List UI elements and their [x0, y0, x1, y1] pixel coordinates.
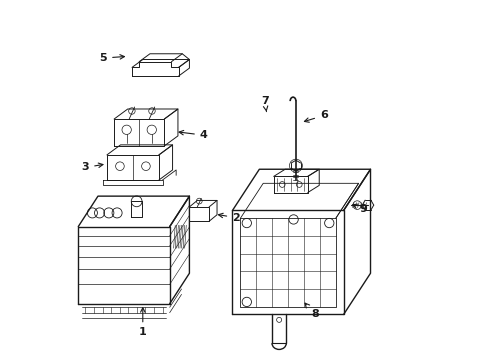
Text: 5: 5 — [99, 53, 124, 63]
Text: 4: 4 — [179, 130, 208, 140]
Text: 2: 2 — [219, 213, 240, 222]
Text: 3: 3 — [82, 162, 103, 172]
Text: 1: 1 — [139, 308, 147, 337]
Text: 7: 7 — [261, 96, 269, 112]
Text: 9: 9 — [353, 204, 368, 214]
Text: 6: 6 — [304, 111, 328, 122]
Text: 8: 8 — [305, 303, 319, 319]
